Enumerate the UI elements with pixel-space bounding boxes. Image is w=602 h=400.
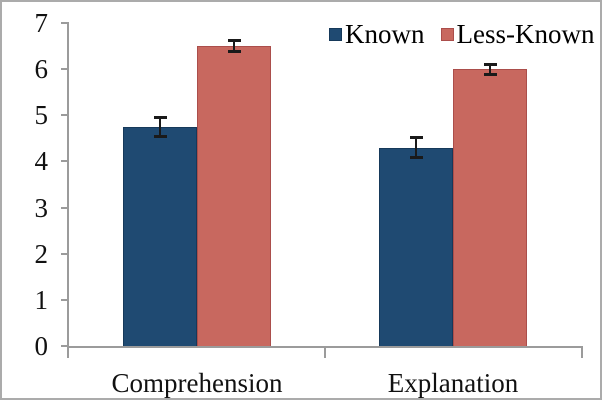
error-bar-cap-top-less-known-comprehension [227, 39, 241, 43]
legend-label-known: Known [345, 19, 425, 49]
y-axis-tick-label: 0 [34, 331, 49, 361]
y-axis-tick [61, 345, 68, 347]
y-axis-tick [61, 252, 68, 255]
y-axis-tick [61, 114, 68, 117]
x-category-label-explanation: Explanation [387, 368, 519, 398]
y-axis-tick-label: 4 [34, 146, 49, 177]
legend-swatch-less-known [440, 28, 454, 41]
error-bar-cap-bottom-known-comprehension [153, 135, 167, 139]
x-axis-tick [324, 346, 326, 358]
error-bar-line-less-known-explanation [489, 64, 491, 74]
y-axis-tick-label: 1 [34, 284, 49, 315]
legend-item-less-known: Less-Known [440, 19, 595, 50]
y-axis-tick-label: 2 [34, 238, 49, 269]
error-bar-cap-top-less-known-explanation [483, 62, 497, 66]
y-axis-tick [61, 206, 68, 209]
bar-less-known-comprehension [197, 46, 271, 346]
error-bar-line-known-comprehension [159, 117, 161, 137]
error-bar-cap-top-known-comprehension [153, 115, 167, 119]
y-axis-tick [61, 68, 68, 71]
x-axis-tick [581, 346, 583, 358]
error-bar-cap-bottom-less-known-explanation [483, 72, 497, 76]
error-bar-line-known-explanation [415, 138, 417, 157]
bar-known-explanation [379, 147, 453, 346]
legend-label-less-known: Less-Known [456, 19, 595, 49]
y-axis-tick-label: 5 [34, 100, 49, 131]
legend-item-known: Known [329, 19, 425, 50]
y-axis-tick-label: 3 [34, 192, 49, 223]
legend-swatch-known [329, 28, 342, 41]
y-axis-tick [61, 298, 68, 301]
error-bar-line-less-known-comprehension [233, 41, 235, 51]
y-axis-line [67, 22, 69, 358]
x-category-label-comprehension: Comprehension [111, 368, 283, 398]
x-axis-tick [67, 346, 69, 358]
bar-less-known-explanation [453, 69, 527, 346]
y-axis-tick-label: 7 [34, 8, 49, 38]
y-axis-tick-label: 6 [34, 54, 49, 85]
bar-known-comprehension [123, 126, 197, 346]
error-bar-cap-top-known-explanation [409, 136, 423, 140]
error-bar-cap-bottom-less-known-comprehension [227, 49, 241, 53]
y-axis-tick [61, 160, 68, 163]
error-bar-cap-bottom-known-explanation [409, 155, 423, 159]
y-axis-tick [61, 22, 68, 24]
legend: Known Less-Known [329, 19, 594, 50]
